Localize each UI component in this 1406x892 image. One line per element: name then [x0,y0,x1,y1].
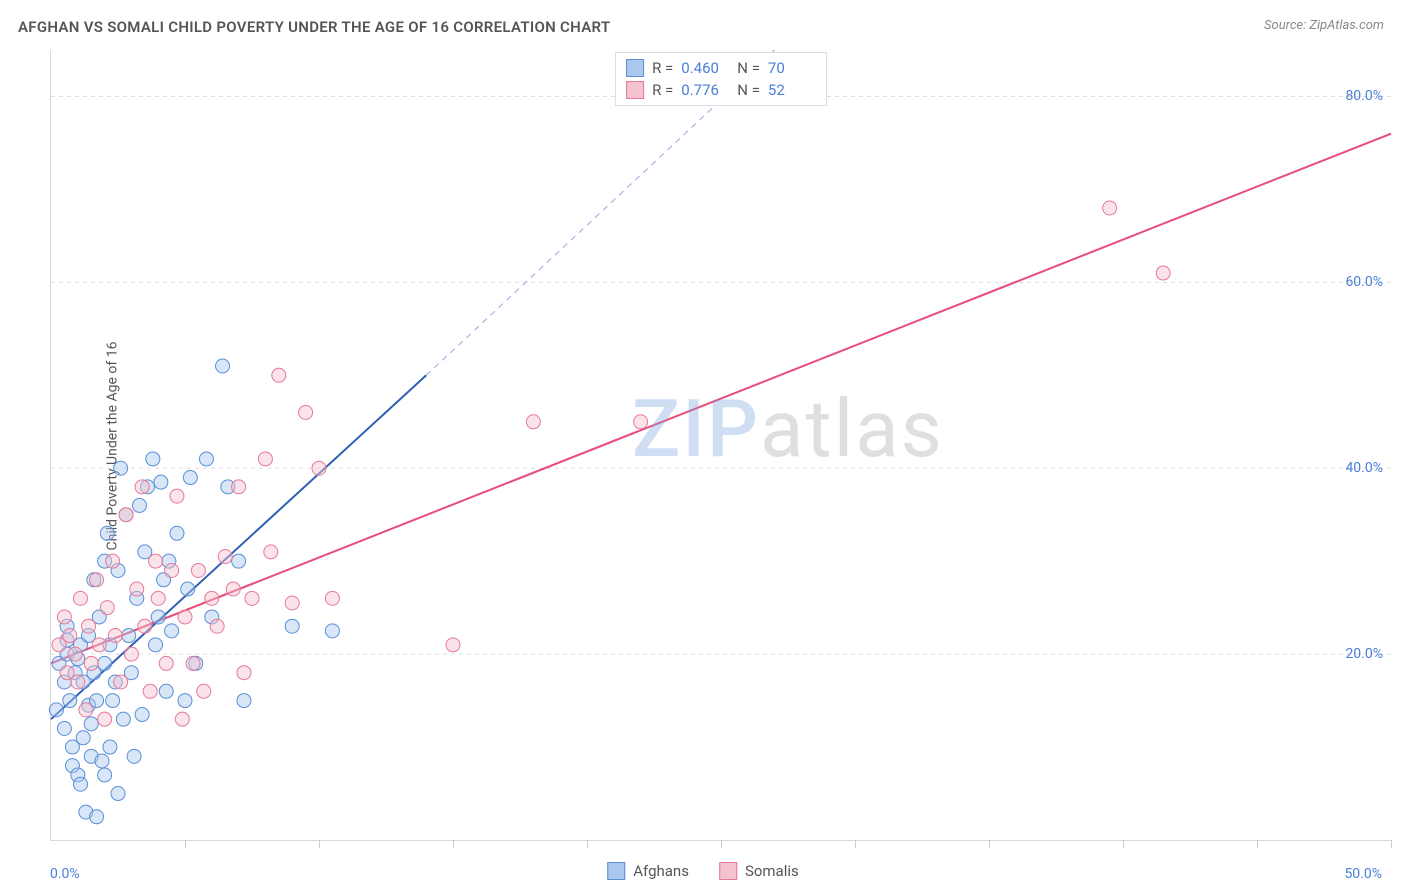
legend-item-somalis: Somalis [719,862,799,880]
chart-title: AFGHAN VS SOMALI CHILD POVERTY UNDER THE… [18,18,610,36]
x-tick [185,840,186,848]
swatch-afghans [626,59,644,77]
n-label: N = [737,57,760,79]
swatch-somalis [626,81,644,99]
swatch-somalis [719,862,737,880]
y-tick-label: 40.0% [1345,460,1383,476]
x-tick [1391,840,1392,848]
x-tick [319,840,320,848]
n-label: N = [737,79,760,101]
plot-area: ZIPatlas R = 0.460 N = 70 R = 0.776 N = … [50,50,1391,841]
source-label: Source: ZipAtlas.com [1264,18,1384,33]
x-tick [855,840,856,848]
r-label: R = [652,57,673,79]
legend-stats-row-afghans: R = 0.460 N = 70 [626,57,816,79]
plot-svg [51,50,1391,840]
x-max-label: 50.0% [1344,866,1382,882]
swatch-afghans [607,862,625,880]
y-tick-label: 20.0% [1345,646,1383,662]
legend-series: Afghans Somalis [607,862,799,880]
x-tick [1257,840,1258,848]
legend-label-afghans: Afghans [633,862,689,880]
x-origin-label: 0.0% [50,866,80,882]
x-tick [587,840,588,848]
y-tick-label: 60.0% [1345,274,1383,290]
legend-label-somalis: Somalis [745,862,799,880]
x-tick [1123,840,1124,848]
r-label: R = [652,79,673,101]
legend-item-afghans: Afghans [607,862,689,880]
x-tick [721,840,722,848]
legend-stats: R = 0.460 N = 70 R = 0.776 N = 52 [615,52,827,106]
x-tick [989,840,990,848]
x-tick [453,840,454,848]
n-value-afghans: 70 [768,57,816,79]
legend-stats-row-somalis: R = 0.776 N = 52 [626,79,816,101]
n-value-somalis: 52 [768,79,816,101]
r-value-somalis: 0.776 [681,79,729,101]
y-tick-label: 80.0% [1345,88,1383,104]
r-value-afghans: 0.460 [681,57,729,79]
